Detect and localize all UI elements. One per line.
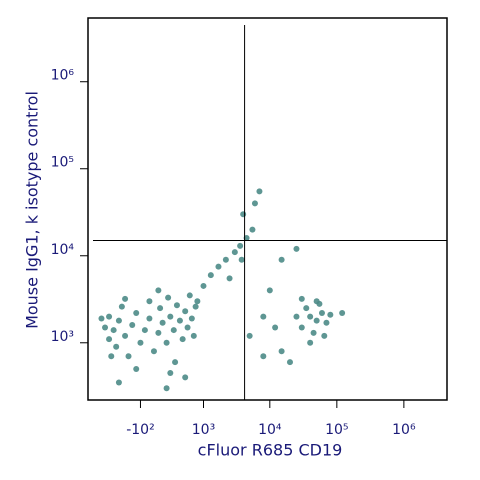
y-tick-label: 10⁴ — [51, 242, 75, 258]
point — [182, 374, 189, 381]
x-tick-label: -10² — [126, 422, 154, 438]
x-axis-title: cFluor R685 CD19 — [198, 441, 343, 460]
point — [298, 295, 305, 302]
point — [207, 272, 214, 279]
point — [108, 353, 115, 360]
point — [98, 315, 105, 322]
x-tick-label: 10⁶ — [392, 422, 416, 438]
point — [310, 329, 317, 336]
point — [293, 245, 300, 252]
point — [243, 235, 250, 242]
point — [122, 295, 129, 302]
point — [313, 317, 320, 324]
y-tick-label: 10⁶ — [51, 68, 75, 84]
point — [256, 188, 263, 195]
point — [182, 308, 189, 315]
point — [226, 275, 233, 282]
point — [186, 292, 193, 299]
point — [307, 339, 314, 346]
point — [278, 348, 285, 355]
point — [240, 211, 247, 218]
point — [155, 287, 162, 294]
point — [137, 339, 144, 346]
x-tick-label: 10³ — [192, 422, 215, 438]
point — [179, 336, 186, 343]
point — [163, 385, 170, 392]
point — [125, 353, 132, 360]
point — [106, 313, 113, 320]
point — [321, 332, 328, 339]
point — [133, 365, 140, 372]
point — [194, 298, 201, 305]
point — [238, 256, 245, 263]
point — [157, 305, 164, 312]
point — [163, 339, 170, 346]
point — [231, 249, 238, 256]
point — [246, 332, 253, 339]
point — [146, 315, 153, 322]
point — [266, 287, 273, 294]
point — [188, 315, 195, 322]
point — [278, 256, 285, 263]
point — [172, 359, 179, 366]
point — [251, 200, 258, 207]
point — [298, 324, 305, 331]
point — [192, 303, 199, 310]
point — [272, 324, 279, 331]
point — [260, 353, 267, 360]
point — [318, 309, 325, 316]
point — [303, 305, 310, 312]
point — [327, 311, 334, 318]
point — [110, 327, 117, 334]
y-tick-label: 10³ — [51, 329, 74, 345]
point — [170, 327, 177, 334]
point — [133, 309, 140, 316]
point — [313, 298, 320, 305]
point — [293, 313, 300, 320]
point — [159, 319, 166, 326]
point — [118, 303, 125, 310]
point — [323, 319, 330, 326]
point — [167, 313, 174, 320]
x-tick-label: 10⁵ — [325, 422, 348, 438]
y-axis-title: Mouse IgG1, k isotype control — [23, 91, 42, 329]
point — [150, 348, 157, 355]
point — [222, 256, 229, 263]
point — [176, 317, 183, 324]
point — [165, 294, 172, 301]
point — [106, 336, 113, 343]
point — [113, 343, 120, 350]
point — [286, 359, 293, 366]
point — [155, 329, 162, 336]
point — [173, 302, 180, 309]
point — [339, 309, 346, 316]
point — [167, 369, 174, 376]
point — [141, 327, 148, 334]
point — [307, 313, 314, 320]
point — [260, 313, 267, 320]
point — [102, 324, 109, 331]
point — [200, 282, 207, 289]
point — [122, 332, 129, 339]
point — [249, 226, 256, 233]
x-tick-label: 10⁴ — [258, 422, 282, 438]
point — [115, 379, 122, 386]
point — [115, 317, 122, 324]
y-tick-label: 10⁵ — [51, 155, 74, 171]
plot-frame — [87, 17, 448, 401]
point — [237, 242, 244, 249]
point — [184, 324, 191, 331]
point — [190, 332, 197, 339]
point — [129, 322, 136, 329]
point — [146, 298, 153, 305]
point — [215, 263, 222, 270]
